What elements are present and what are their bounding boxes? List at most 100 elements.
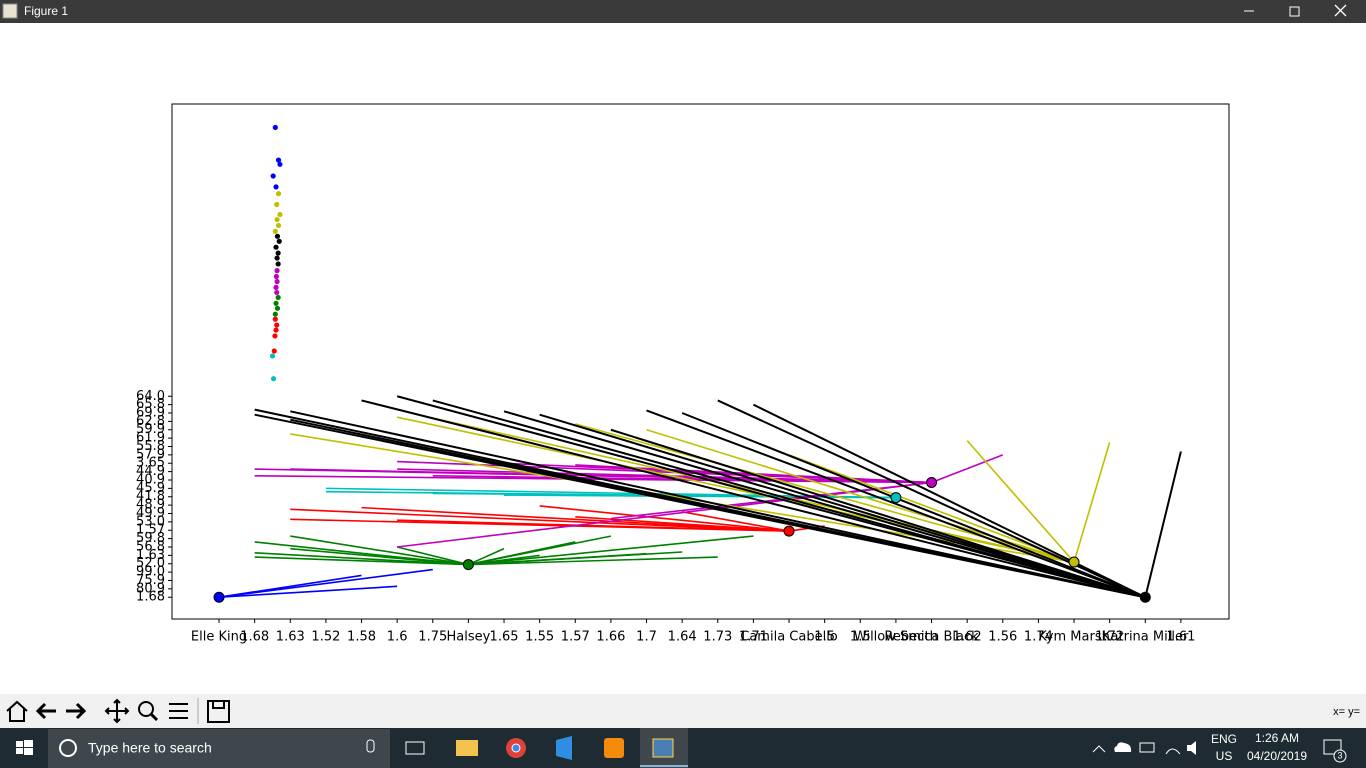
home-button[interactable]	[6, 700, 28, 722]
edge-line	[468, 556, 718, 566]
hub-marker	[926, 477, 938, 489]
volume-icon[interactable]	[1187, 741, 1196, 755]
region[interactable]: US	[1216, 749, 1233, 763]
search-box[interactable]	[48, 729, 390, 768]
scatter-point	[276, 238, 282, 244]
x-tick-label: 1.73	[703, 630, 732, 645]
onedrive-icon[interactable]	[1114, 742, 1132, 752]
hub-marker	[890, 492, 902, 504]
y-tick-label: 45.9	[136, 481, 165, 496]
y-tick-label: 59.8	[136, 531, 165, 546]
edge-line	[681, 412, 1146, 599]
y-tick-label: 41.8	[136, 489, 165, 504]
edge-line	[468, 547, 505, 566]
hub-marker	[783, 525, 795, 537]
notification-icon[interactable]	[1323, 739, 1342, 755]
edge-line	[397, 481, 932, 548]
edge-line	[503, 410, 1146, 599]
wifi-icon[interactable]	[1165, 748, 1181, 755]
edge-line	[468, 535, 754, 566]
edge-line	[218, 585, 398, 599]
x-tick-label: Rebecca Black	[884, 630, 979, 645]
status-text: x= y=	[1333, 706, 1360, 718]
x-tick-label: 1.72	[1095, 630, 1124, 645]
y-tick-label: 99.0	[136, 565, 165, 580]
language[interactable]: ENG	[1211, 732, 1237, 746]
scatter-point	[273, 184, 279, 190]
x-tick-label: 1.64	[668, 630, 697, 645]
python-icon	[652, 738, 674, 758]
hub-marker	[1068, 556, 1080, 568]
zoom-button[interactable]	[138, 701, 154, 717]
x-tick-label: 1.7	[636, 630, 657, 645]
y-tick-label: 1.63	[136, 548, 165, 563]
scatter-point	[275, 157, 282, 163]
edge-line	[575, 516, 790, 532]
close-button[interactable]	[1334, 4, 1347, 17]
search-icon	[59, 739, 77, 757]
toolbar	[0, 694, 1366, 728]
mic-icon[interactable]	[366, 739, 375, 753]
y-tick-label: 61.9	[136, 431, 165, 446]
y-tick-label: 1.57	[136, 523, 165, 538]
edge-line	[752, 403, 1146, 599]
scatter-point	[273, 273, 279, 280]
edge-line	[361, 506, 790, 532]
edge-line	[539, 505, 790, 532]
scatter-point	[277, 161, 283, 167]
scatter-point	[275, 222, 282, 229]
y-tick-label: 80.9	[136, 581, 165, 596]
edge-line	[290, 410, 1146, 599]
restore-button[interactable]	[1289, 6, 1300, 17]
scatter-point	[270, 173, 276, 179]
start-button[interactable]	[16, 740, 33, 755]
x-tick-label: Katrina Miller	[1102, 630, 1189, 645]
vscode-icon[interactable]	[556, 736, 572, 760]
x-tick-label: 1.63	[276, 630, 305, 645]
back-button[interactable]	[35, 702, 56, 720]
y-tick-label: 3.65	[136, 456, 165, 471]
x-tick-label: Camila Cabello	[740, 630, 838, 645]
y-tick-label: 62.8	[136, 414, 165, 429]
edge-line	[396, 546, 469, 566]
x-tick-label: Willow Smith	[854, 630, 938, 645]
pan-button[interactable]	[104, 698, 130, 724]
edge-line	[218, 568, 433, 599]
x-tick-label: 1.71	[739, 630, 768, 645]
hub-marker	[462, 559, 474, 571]
edge-line	[1144, 451, 1182, 598]
search-placeholder[interactable]: Type here to search	[88, 740, 212, 756]
battery-icon[interactable]	[1139, 742, 1155, 753]
sublime-icon[interactable]	[604, 738, 624, 758]
task-view[interactable]	[405, 741, 425, 755]
configure-button[interactable]	[169, 703, 188, 719]
edge-line	[432, 417, 1075, 563]
edge-line	[290, 547, 469, 566]
edge-line	[397, 519, 790, 532]
scatter-point	[275, 191, 282, 197]
x-tick-label: 1.61	[1166, 630, 1195, 645]
scatter-point	[274, 268, 280, 274]
hub-marker	[213, 591, 225, 603]
x-tick-label: 1.62	[953, 630, 982, 645]
edge-line	[432, 475, 932, 484]
clock-time[interactable]: 1:26 AM	[1255, 731, 1299, 745]
clock-date[interactable]: 04/20/2019	[1247, 749, 1307, 763]
tray-expand[interactable]	[1092, 745, 1106, 753]
x-tick-label: Kym Marsh	[1038, 630, 1110, 645]
forward-button[interactable]	[66, 702, 87, 720]
scatter-point	[275, 294, 281, 301]
explorer-icon[interactable]	[456, 740, 478, 756]
y-tick-label: 57.9	[136, 447, 165, 462]
y-tick-label: 56.8	[136, 539, 165, 554]
scatter-point	[270, 376, 277, 382]
edge-line	[646, 409, 1146, 599]
scatter-point	[271, 348, 277, 354]
edge-line	[504, 494, 896, 499]
y-tick-label: 40.9	[136, 472, 165, 487]
scatter-point	[272, 311, 278, 317]
edge-line	[1073, 442, 1111, 563]
scatter-point	[273, 284, 279, 290]
scatter-point	[275, 261, 281, 267]
